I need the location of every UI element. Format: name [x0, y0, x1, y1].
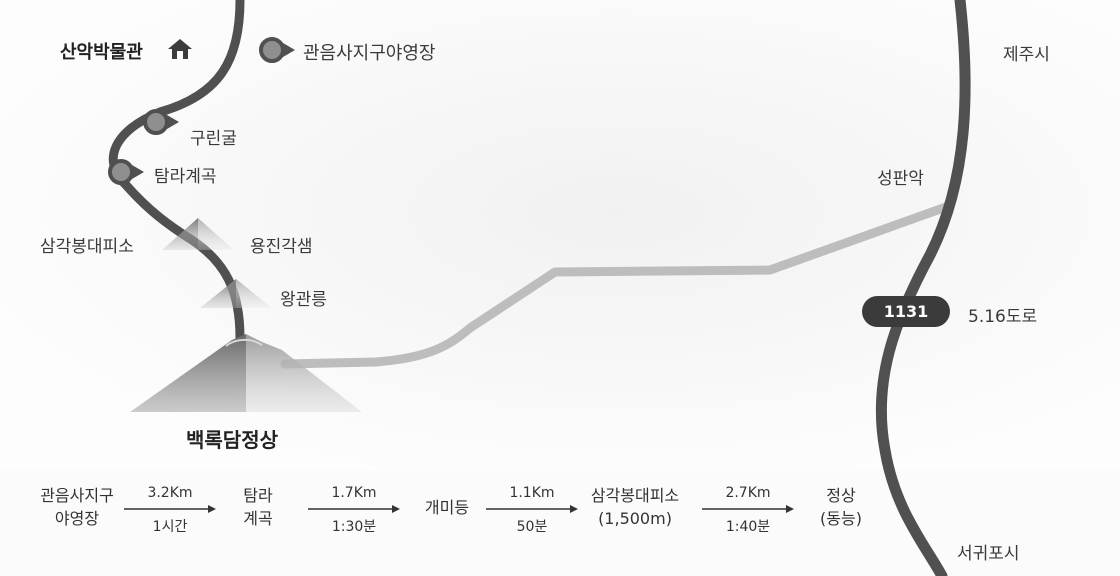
- jeju-city-label: 제주시: [1003, 45, 1050, 65]
- route-segment: 1.7Km 1:30분: [306, 482, 402, 536]
- route-stop: 정상 (동능): [806, 484, 876, 530]
- museum-house-icon: [166, 37, 194, 61]
- summit-label: 백록담정상: [186, 428, 278, 452]
- route-stop-line2: (1,500m): [598, 509, 672, 528]
- wanggwanneung-peak: [200, 279, 272, 308]
- route-segment: 3.2Km 1시간: [122, 482, 218, 536]
- hallasan-mountain: [130, 334, 362, 412]
- arrow-icon: [700, 504, 796, 514]
- route-segment: 1.1Km 50분: [484, 482, 580, 536]
- segment-distance: 1.1Km: [509, 485, 555, 501]
- route-stop: 탐라 계곡: [228, 484, 288, 530]
- segment-time: 1시간: [152, 519, 188, 535]
- segment-distance: 1.7Km: [331, 485, 377, 501]
- segment-time: 1:30분: [331, 519, 377, 535]
- segment-time: 1:40분: [725, 519, 771, 535]
- route-summary: 관음사지구 야영장 3.2Km 1시간 탐라 계곡 1.7Km 1:30분 개미…: [0, 472, 1120, 562]
- point-label-wanggwan: 왕관릉: [280, 290, 327, 310]
- road-name-label: 5.16도로: [968, 307, 1038, 327]
- point-label-gurin: 구린굴: [190, 129, 237, 149]
- samgakbong-peak: [162, 218, 234, 250]
- route-stop: 개미등: [412, 496, 482, 519]
- museum-label: 산악박물관: [60, 42, 143, 63]
- arrow-icon: [306, 504, 402, 514]
- arrow-icon: [122, 504, 218, 514]
- segment-distance: 2.7Km: [725, 485, 771, 501]
- campground-label: 관음사지구야영장: [303, 43, 436, 64]
- route-segment: 2.7Km 1:40분: [700, 482, 796, 536]
- route-stop-line2: (동능): [820, 509, 862, 528]
- gurin-cave-marker: [143, 109, 179, 135]
- route-stop-line1: 정상: [826, 486, 856, 505]
- point-label-yongjingak: 용진각샘: [250, 237, 313, 257]
- route-stop-line2: 계곡: [243, 509, 273, 528]
- route-stop-line1: 탐라: [243, 486, 273, 505]
- segment-distance: 3.2Km: [147, 485, 193, 501]
- route-stop-line1: 개미등: [424, 498, 470, 517]
- point-label-tamra: 탐라계곡: [154, 167, 217, 187]
- road-number-badge: 1131: [862, 296, 950, 327]
- arrow-icon: [484, 504, 580, 514]
- seogwipo-city-label: 서귀포시: [957, 544, 1020, 564]
- route-stop-line1: 삼각봉대피소: [590, 486, 680, 505]
- campground-marker: [259, 37, 295, 63]
- route-stop: 삼각봉대피소 (1,500m): [570, 484, 700, 530]
- route-stop: 관음사지구 야영장: [22, 484, 132, 530]
- segment-time: 50분: [516, 519, 548, 535]
- route-stop-line2: 야영장: [54, 509, 100, 528]
- seongpanak-label: 성판악: [877, 169, 924, 189]
- seongpanak-trail: [280, 202, 951, 369]
- tamra-valley-marker: [108, 159, 144, 185]
- route-stop-line1: 관음사지구: [40, 486, 114, 505]
- point-label-samgakbong: 삼각봉대피소: [40, 237, 134, 257]
